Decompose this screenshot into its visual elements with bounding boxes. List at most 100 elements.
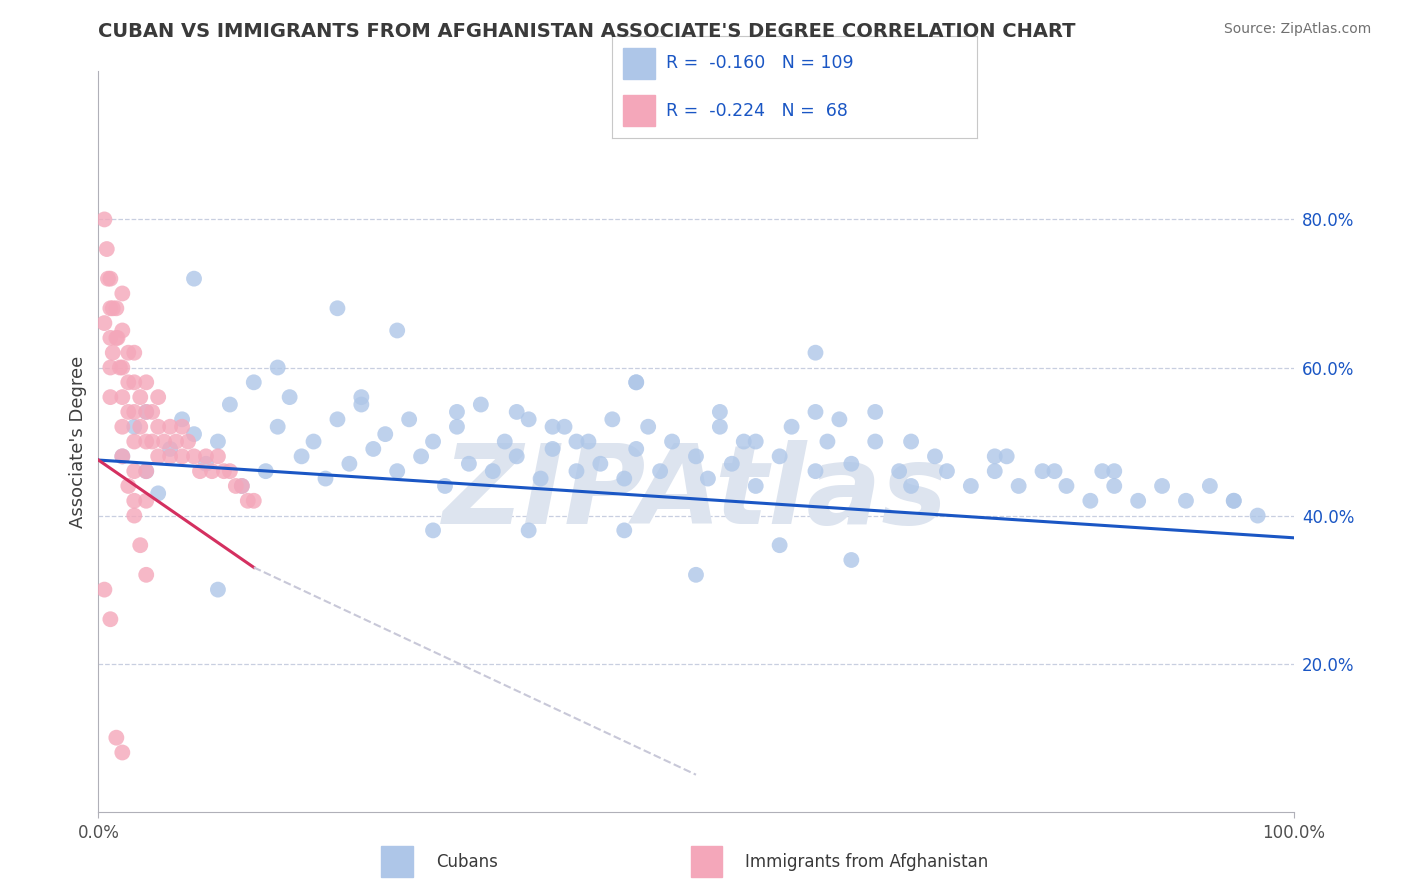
Point <box>745 434 768 449</box>
Point <box>326 301 349 316</box>
Point <box>768 450 790 464</box>
Point <box>936 464 959 478</box>
Point <box>576 434 599 449</box>
Point <box>1222 493 1246 508</box>
Point <box>1102 479 1125 493</box>
Point <box>602 412 624 426</box>
Point <box>589 457 612 471</box>
Point <box>709 419 731 434</box>
Point <box>1198 479 1220 493</box>
Point <box>129 419 152 434</box>
Point <box>768 538 790 552</box>
Point <box>995 450 1018 464</box>
Point <box>135 376 157 390</box>
Point <box>231 479 253 493</box>
Point <box>124 345 146 359</box>
Point <box>165 434 187 449</box>
Point <box>96 242 118 256</box>
Point <box>626 376 648 390</box>
Point <box>733 434 755 449</box>
Point <box>1007 479 1029 493</box>
Point <box>841 553 863 567</box>
Point <box>613 524 636 538</box>
Point <box>225 479 247 493</box>
Text: Immigrants from Afghanistan: Immigrants from Afghanistan <box>745 853 988 871</box>
Point <box>98 612 122 626</box>
Point <box>111 419 134 434</box>
Point <box>129 538 152 552</box>
Text: CUBAN VS IMMIGRANTS FROM AFGHANISTAN ASSOCIATE'S DEGREE CORRELATION CHART: CUBAN VS IMMIGRANTS FROM AFGHANISTAN ASS… <box>98 22 1076 41</box>
Point <box>984 464 1007 478</box>
Point <box>541 442 564 456</box>
Point <box>685 567 707 582</box>
Point <box>1102 464 1125 478</box>
Point <box>1128 493 1150 508</box>
Point <box>339 457 360 471</box>
Point <box>135 405 157 419</box>
Point <box>243 493 266 508</box>
Point <box>385 464 409 478</box>
Point <box>291 450 314 464</box>
Text: Cubans: Cubans <box>436 853 498 871</box>
Point <box>506 405 529 419</box>
Point <box>278 390 301 404</box>
Point <box>135 405 157 419</box>
Point <box>124 376 146 390</box>
Point <box>111 746 134 760</box>
Point <box>254 464 277 478</box>
Point <box>129 390 152 404</box>
Point <box>101 345 124 359</box>
Point <box>135 464 157 478</box>
Point <box>828 412 851 426</box>
Point <box>350 390 373 404</box>
Bar <box>623 95 655 126</box>
Point <box>135 434 157 449</box>
Point <box>517 412 540 426</box>
Point <box>422 434 444 449</box>
Point <box>188 464 211 478</box>
Point <box>900 434 922 449</box>
Point <box>661 434 683 449</box>
Point <box>721 457 744 471</box>
Point <box>183 271 205 285</box>
Point <box>374 427 396 442</box>
Point <box>207 450 229 464</box>
Point <box>172 450 194 464</box>
Point <box>924 450 946 464</box>
Point <box>194 450 218 464</box>
Point <box>804 464 827 478</box>
Point <box>117 479 139 493</box>
Point <box>302 434 325 449</box>
Point <box>124 508 146 523</box>
Point <box>398 412 420 426</box>
Point <box>107 331 129 345</box>
Point <box>1054 479 1078 493</box>
Point <box>959 479 981 493</box>
Point <box>111 360 134 375</box>
Point <box>780 419 803 434</box>
Point <box>111 450 134 464</box>
Point <box>117 376 139 390</box>
Point <box>1080 493 1102 508</box>
Point <box>124 493 146 508</box>
Point <box>153 434 176 449</box>
Point <box>626 376 648 390</box>
Point <box>326 412 349 426</box>
Point <box>494 434 516 449</box>
Point <box>1043 464 1066 478</box>
Point <box>141 405 163 419</box>
Point <box>637 419 659 434</box>
Point <box>117 405 139 419</box>
Point <box>97 271 120 285</box>
Point <box>815 434 838 449</box>
Point <box>470 397 492 411</box>
Point <box>207 434 229 449</box>
Point <box>529 471 551 485</box>
Point <box>98 271 122 285</box>
Point <box>141 434 163 449</box>
Point <box>159 450 181 464</box>
Text: R =  -0.224   N =  68: R = -0.224 N = 68 <box>666 102 848 120</box>
Point <box>315 471 337 485</box>
Point <box>685 450 707 464</box>
Point <box>105 301 128 316</box>
